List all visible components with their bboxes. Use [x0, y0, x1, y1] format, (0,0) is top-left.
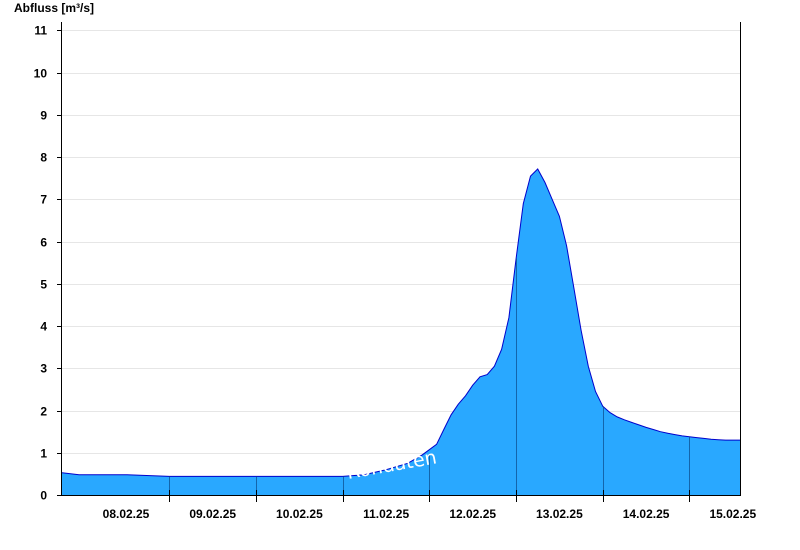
grid-lines — [61, 30, 740, 454]
y-tick-label: 9 — [40, 109, 47, 123]
y-tick-label: 11 — [34, 24, 47, 38]
x-tick-labels: 08.02.25 09.02.25 10.02.25 11.02.25 12.02.25… — [103, 490, 756, 521]
x-tick-label: 11.02.25 — [363, 507, 409, 521]
y-tick-label: 6 — [40, 236, 47, 250]
discharge-line — [60, 168, 740, 477]
x-tick-label: 10.02.25 — [276, 507, 323, 521]
x-tick-label: 12.02.25 — [449, 507, 496, 521]
y-tick-labels: 0 1 2 3 4 5 6 7 8 9 10 11 — [34, 24, 61, 503]
y-axis-title: Abfluss [m³/s] — [14, 1, 95, 15]
x-tick-label: 08.02.25 — [103, 507, 150, 521]
x-tick-label: 14.02.25 — [623, 507, 670, 521]
y-tick-label: 2 — [40, 405, 47, 419]
discharge-area — [60, 168, 740, 495]
y-tick-label: 8 — [40, 151, 47, 165]
y-tick-label: 10 — [34, 67, 48, 81]
discharge-fill — [61, 169, 740, 495]
x-tick-label: 15.02.25 — [709, 507, 756, 521]
y-tick-label: 7 — [40, 193, 47, 207]
x-tick-label: 13.02.25 — [536, 507, 583, 521]
y-tick-label: 4 — [40, 320, 47, 334]
x-tick-label: 09.02.25 — [189, 507, 236, 521]
y-tick-label: 5 — [40, 278, 47, 292]
y-tick-label: 1 — [40, 447, 47, 461]
y-tick-label: 3 — [40, 362, 47, 376]
axes — [61, 22, 741, 496]
y-tick-label: 0 — [40, 489, 47, 503]
